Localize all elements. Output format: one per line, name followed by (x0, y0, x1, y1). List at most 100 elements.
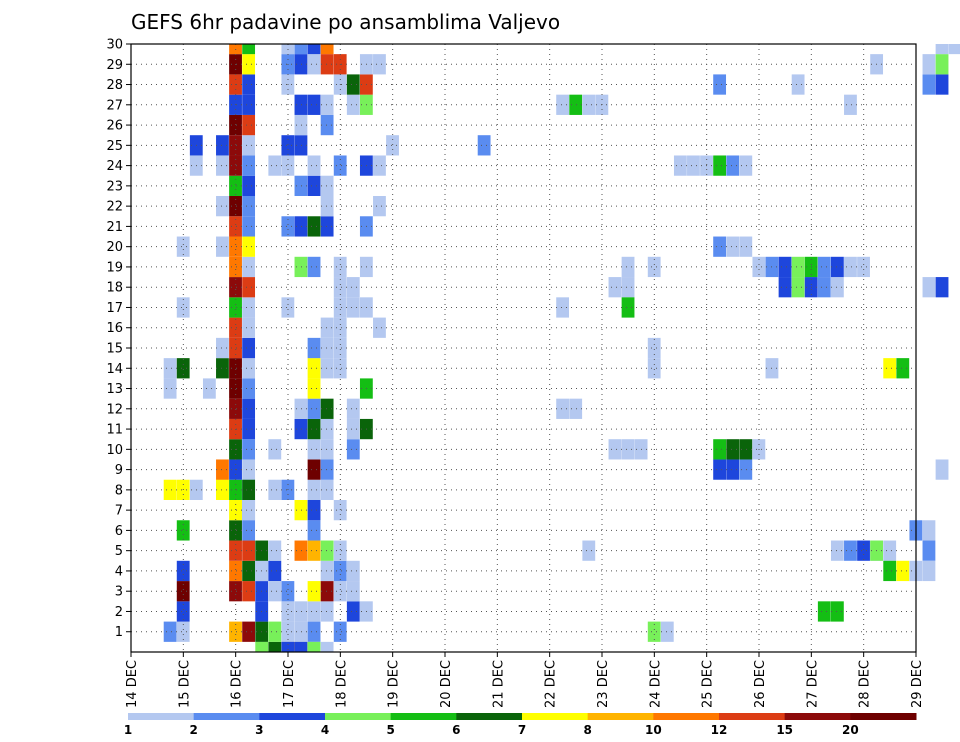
heatmap-cell (294, 641, 308, 652)
heatmap-cell (294, 44, 308, 55)
heatmap-cell (294, 418, 308, 440)
y-tick-label: 14 (106, 362, 123, 377)
heatmap-cell (320, 581, 334, 602)
heatmap-cell (163, 479, 177, 500)
heatmap-cell (216, 135, 229, 156)
heatmap-cell (582, 94, 596, 115)
heatmap-cell (320, 398, 334, 419)
heatmap-cell (268, 621, 282, 642)
heatmap-cell (333, 581, 347, 602)
heatmap-cell (307, 520, 321, 541)
colorbar-label: 7 (518, 723, 526, 737)
x-tick-label: 26 DEC (753, 660, 768, 708)
heatmap-cell (242, 236, 256, 257)
colorbar-segment (390, 713, 457, 720)
colorbar-segment (587, 713, 654, 720)
heatmap-cell (791, 277, 805, 298)
heatmap-cell (778, 256, 792, 278)
heatmap-cell (726, 459, 740, 480)
heatmap-cell (176, 581, 190, 602)
heatmap-cell (176, 520, 190, 541)
heatmap-cell (281, 601, 295, 622)
heatmap-cell (229, 297, 242, 318)
heatmap-cell (255, 641, 269, 652)
x-tick-label: 14 DEC (125, 660, 140, 708)
heatmap-cell (294, 500, 308, 521)
heatmap-cell (242, 54, 256, 75)
colorbar-label: 2 (189, 723, 197, 737)
heatmap-cell (307, 459, 321, 480)
heatmap-cell (281, 621, 295, 642)
colorbar-segment (653, 713, 720, 720)
colorbar-label: 10 (645, 723, 662, 737)
heatmap-cell (229, 135, 242, 156)
colorbar-label: 20 (842, 723, 859, 737)
heatmap-cell (294, 94, 308, 115)
y-tick-label: 23 (106, 179, 123, 194)
y-tick-label: 30 (106, 38, 123, 53)
heatmap-cell (242, 277, 256, 298)
heatmap-cell (346, 94, 360, 115)
heatmap-cell (935, 459, 949, 480)
heatmap-cell (333, 317, 347, 338)
heatmap-cell (242, 500, 256, 521)
y-tick-label: 5 (115, 544, 123, 559)
y-tick-label: 26 (106, 119, 123, 134)
colorbar-segment (719, 713, 786, 720)
x-tick-label: 17 DEC (282, 660, 297, 708)
heatmap-cell (294, 540, 308, 561)
heatmap-cell (948, 44, 960, 55)
heatmap-cell (333, 256, 347, 278)
heatmap-cell (294, 398, 308, 419)
heatmap-cell (281, 135, 295, 156)
heatmap-cell (229, 277, 242, 298)
heatmap-cell (922, 560, 936, 582)
heatmap-cell (556, 94, 570, 115)
heatmap-cell (268, 155, 282, 176)
heatmap-cell (307, 641, 321, 652)
heatmap-cell (229, 581, 242, 602)
heatmap-cell (726, 236, 740, 257)
heatmap-cell (857, 540, 870, 561)
heatmap-cell (333, 297, 347, 318)
heatmap-cell (229, 337, 242, 359)
heatmap-cell (320, 641, 334, 652)
heatmap-cell (791, 74, 805, 95)
heatmap-cell (320, 216, 334, 237)
heatmap-cell (569, 94, 583, 115)
y-tick-label: 7 (115, 504, 123, 519)
heatmap-cell (922, 540, 936, 561)
heatmap-cell (242, 520, 256, 541)
heatmap-cell (242, 256, 256, 278)
colorbar-label: 5 (386, 723, 394, 737)
heatmap-cell (713, 236, 727, 257)
heatmap-cell (281, 155, 295, 176)
heatmap-cell (333, 500, 347, 521)
heatmap-cell (660, 621, 674, 642)
heatmap-cell (242, 479, 256, 500)
heatmap-cell (163, 621, 177, 642)
heatmap-cell (268, 479, 282, 500)
heatmap-cell (896, 560, 910, 582)
y-tick-label: 2 (115, 605, 123, 620)
heatmap-cell (333, 155, 347, 176)
y-tick-label: 22 (106, 200, 123, 215)
heatmap-cell (778, 277, 792, 298)
y-tick-label: 10 (106, 443, 123, 458)
heatmap-cell (242, 155, 256, 176)
heatmap-cell (294, 135, 308, 156)
heatmap-cell (333, 277, 347, 298)
heatmap-cell (176, 601, 190, 622)
heatmap-cell (307, 216, 321, 237)
heatmap-cell (320, 175, 334, 196)
heatmap-cell (896, 358, 910, 379)
x-axis-ticks: 14 DEC 15 DEC 16 DEC 17 DEC 18 DEC 19 DEC 20 D… (125, 652, 925, 708)
x-tick-label: 20 DEC (439, 660, 454, 708)
colorbar-segment (325, 713, 392, 720)
heatmap-cell (844, 540, 857, 561)
heatmap-cell (242, 317, 256, 338)
heatmap-cell (242, 94, 256, 115)
heatmap-cell (229, 317, 242, 338)
x-tick-label: 25 DEC (701, 660, 716, 708)
heatmap-cell (216, 236, 229, 257)
